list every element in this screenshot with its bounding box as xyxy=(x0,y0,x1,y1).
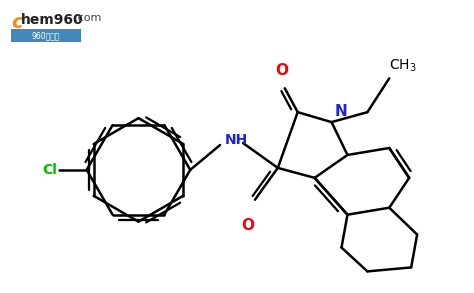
Text: O: O xyxy=(275,63,288,78)
Text: O: O xyxy=(241,218,255,233)
Text: CH$_3$: CH$_3$ xyxy=(389,58,417,74)
Text: c: c xyxy=(11,13,23,32)
Text: NH: NH xyxy=(225,133,248,147)
Text: Cl: Cl xyxy=(42,163,57,177)
Text: N: N xyxy=(335,104,347,119)
Bar xyxy=(11,28,81,42)
Text: 960化工网: 960化工网 xyxy=(32,31,60,40)
Text: .com: .com xyxy=(75,13,102,23)
Text: hem960: hem960 xyxy=(21,13,83,27)
